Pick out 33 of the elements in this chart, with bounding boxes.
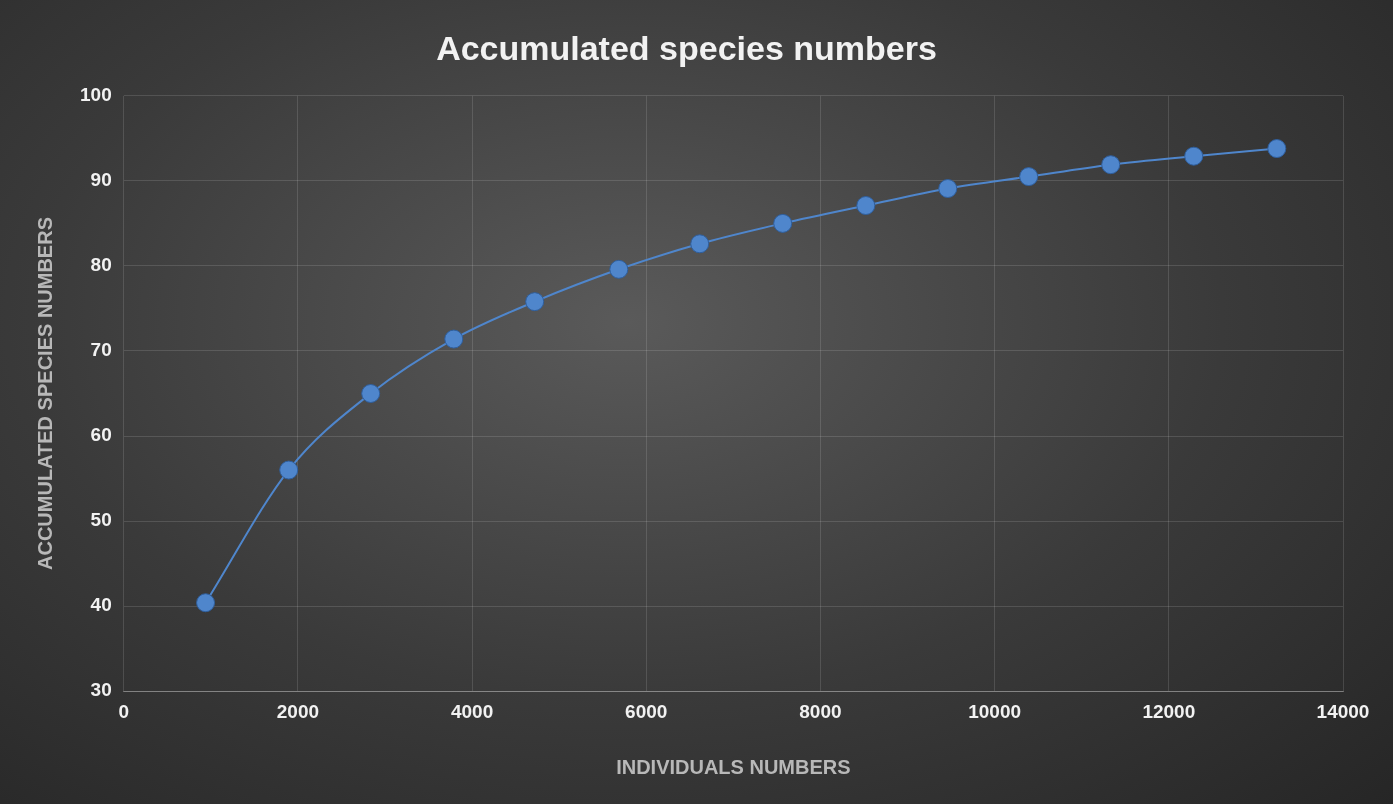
point	[1184, 146, 1204, 166]
point	[444, 329, 464, 349]
point	[938, 179, 958, 199]
point	[1267, 139, 1287, 159]
x-tick-label: 6000	[625, 700, 668, 722]
x-tick-label: 14000	[1316, 700, 1370, 722]
point	[1019, 167, 1039, 187]
x-tick-label: 10000	[968, 700, 1022, 722]
y-axis-title: ACCUMULATED SPECIES NUMBERS	[33, 217, 56, 570]
x-tick-label: 8000	[799, 700, 842, 722]
y-tick-label: 50	[90, 509, 112, 531]
y-tick-label: 40	[90, 594, 112, 616]
x-axis-title: INDIVIDUALS NUMBERS	[616, 755, 851, 778]
point	[773, 213, 793, 233]
point	[609, 259, 629, 279]
y-tick-label: 80	[90, 254, 112, 276]
y-tick-label: 90	[90, 169, 112, 191]
y-tick-label: 100	[80, 84, 112, 106]
point	[1101, 155, 1121, 175]
point	[361, 384, 381, 403]
point	[279, 460, 299, 480]
x-tick-label: 2000	[276, 700, 320, 722]
y-tick-label: 30	[90, 679, 112, 701]
point	[525, 292, 545, 312]
point	[196, 593, 216, 613]
y-tick-label: 60	[90, 424, 112, 446]
chart-title: Accumulated species numbers	[436, 28, 937, 67]
x-tick-label: 0	[118, 700, 129, 722]
x-tick-label: 12000	[1142, 700, 1196, 722]
point	[690, 234, 710, 254]
y-tick-label: 70	[90, 339, 112, 361]
point	[856, 196, 876, 216]
x-tick-label: 4000	[450, 700, 494, 722]
